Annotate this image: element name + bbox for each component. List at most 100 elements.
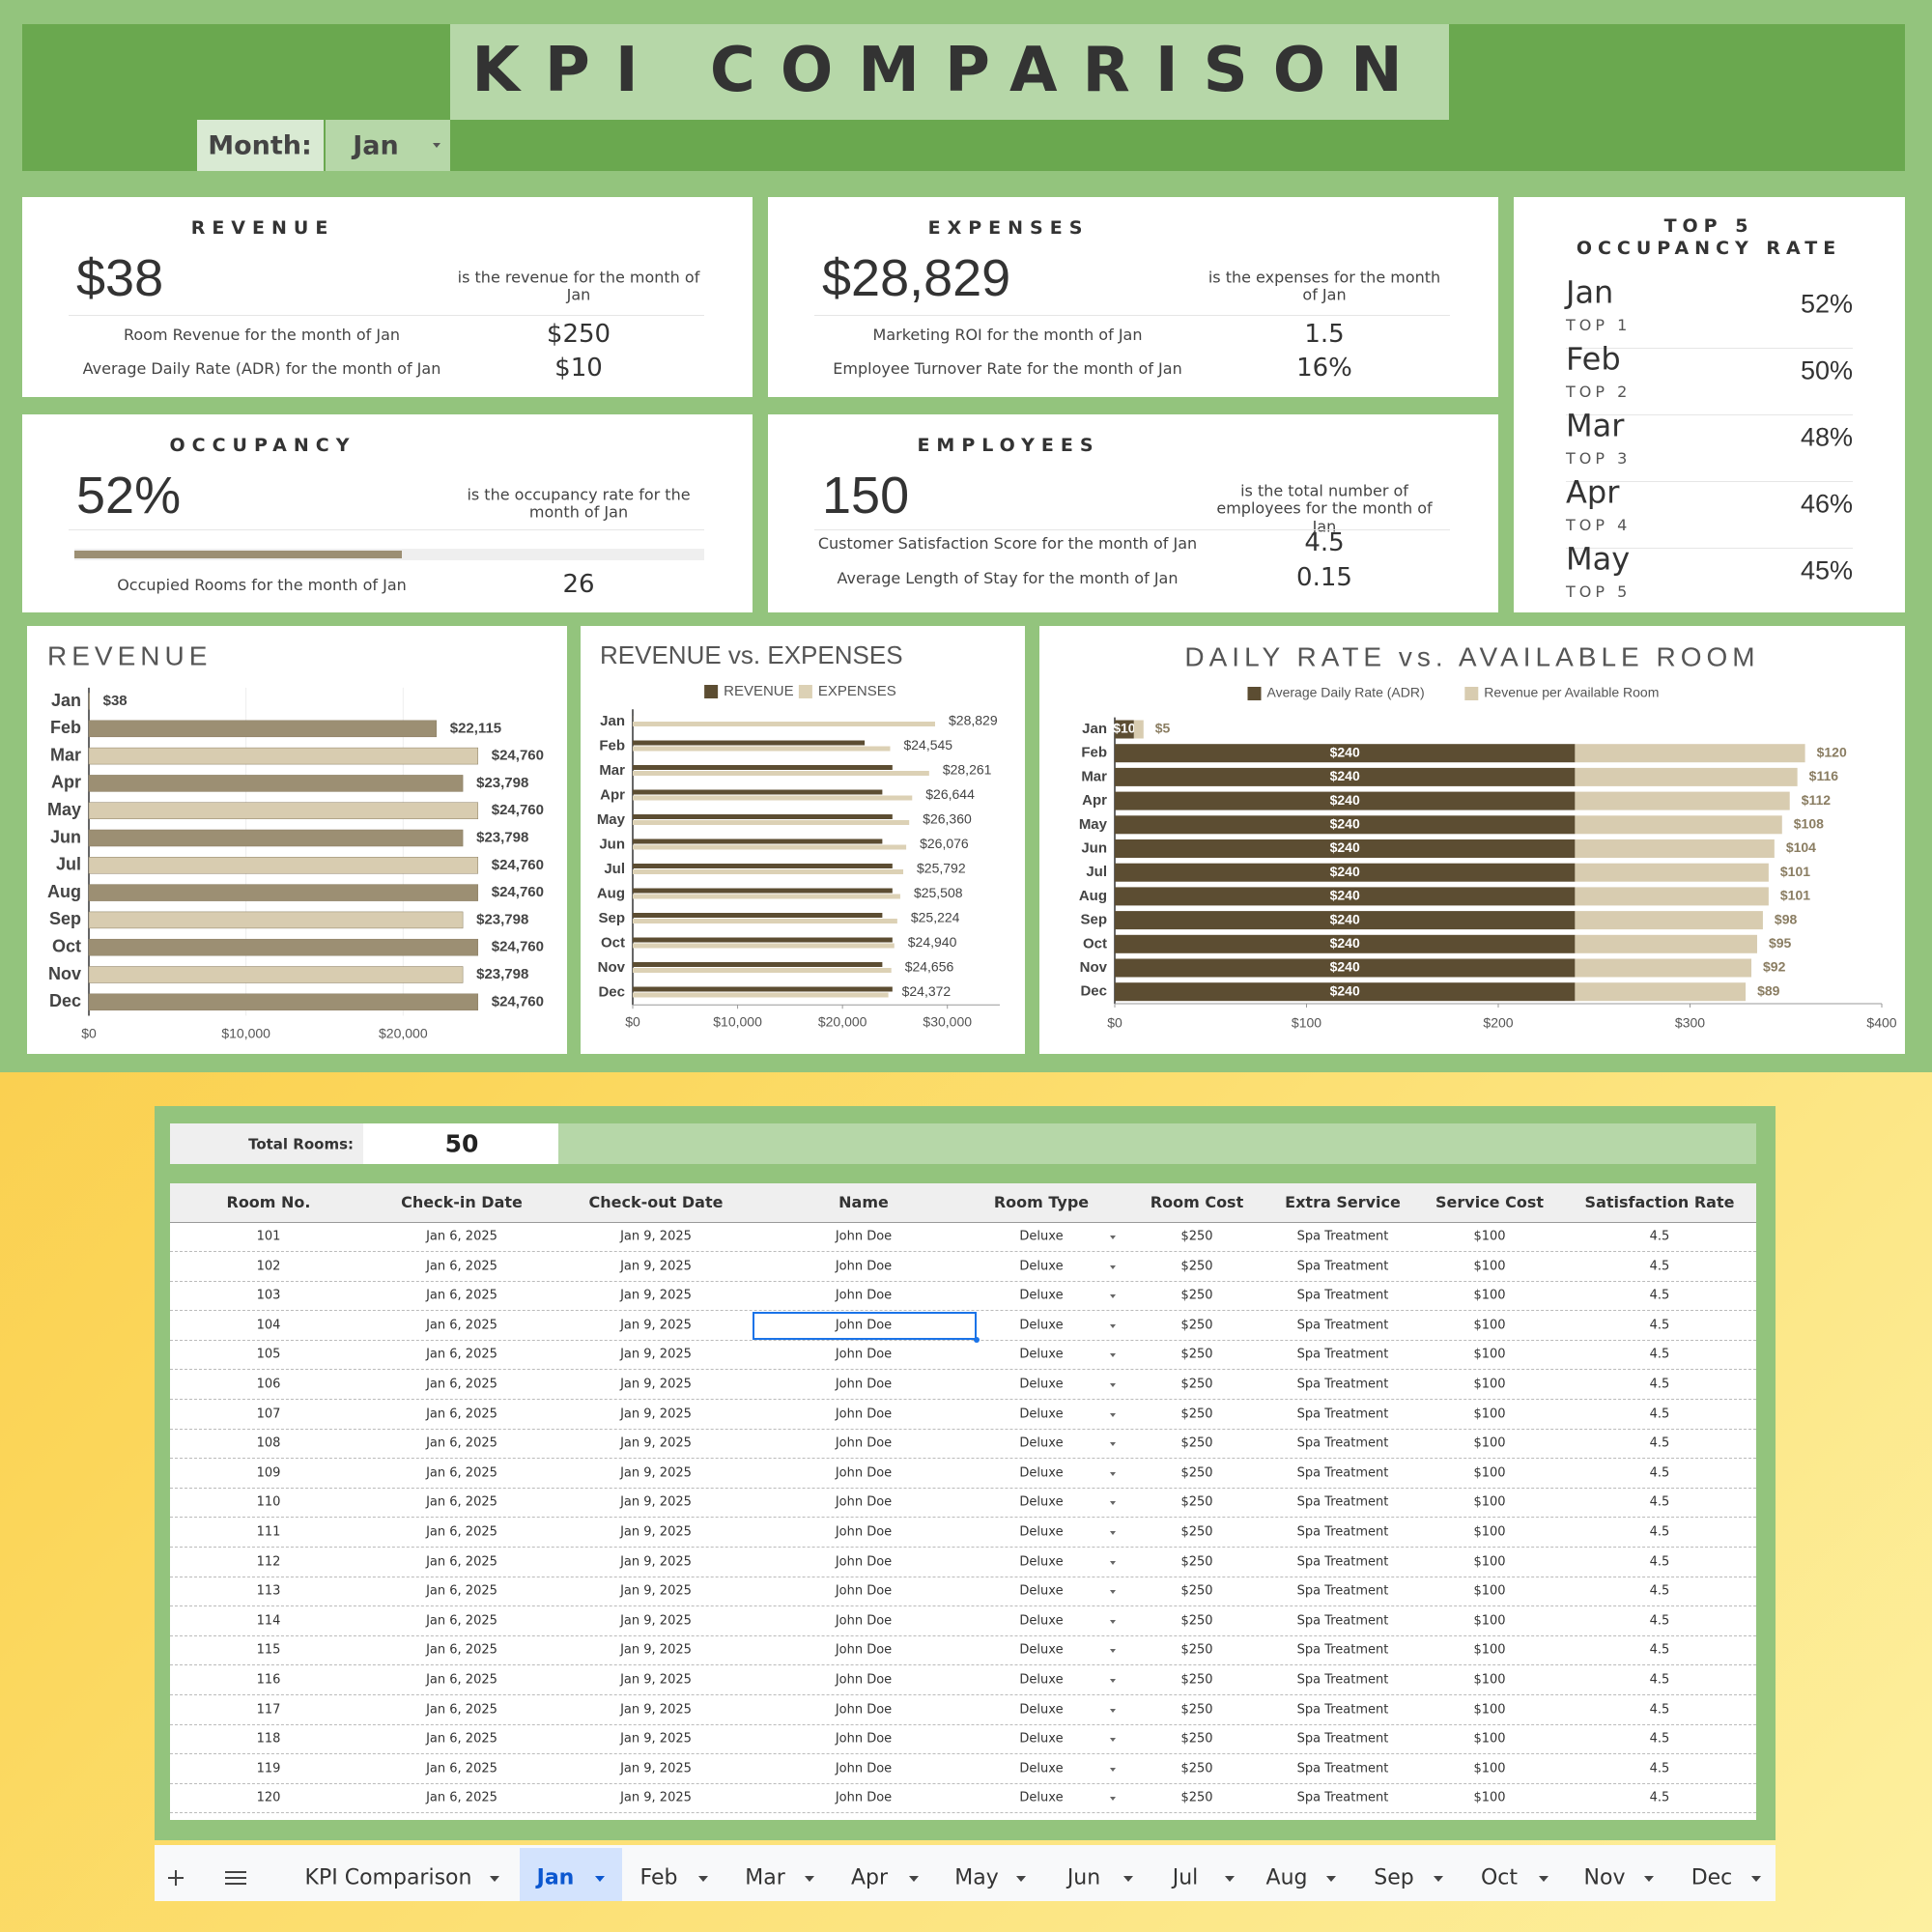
- table-cell[interactable]: Deluxe: [1019, 1406, 1064, 1422]
- table-cell[interactable]: Deluxe: [1019, 1731, 1064, 1747]
- sheet-tab[interactable]: Oct: [1480, 1865, 1519, 1890]
- y-tick-label: Nov: [48, 964, 81, 983]
- table-cell: Spa Treatment: [1296, 1642, 1389, 1658]
- tab-menu-arrow[interactable]: [1434, 1876, 1443, 1882]
- active-tab: [520, 1848, 622, 1901]
- y-tick-label: Sep: [1080, 912, 1107, 928]
- bar-segment: [1115, 815, 1576, 835]
- sheet-tab[interactable]: Nov: [1583, 1865, 1626, 1890]
- row-label: Average Daily Rate (ADR) for the month o…: [82, 358, 441, 378]
- table-cell[interactable]: Deluxe: [1019, 1465, 1064, 1481]
- add-sheet-button[interactable]: [168, 1870, 184, 1886]
- table-cell: Jan 9, 2025: [620, 1435, 692, 1451]
- legend-swatch: [1247, 687, 1262, 700]
- bar-segment: [1575, 744, 1805, 763]
- table-cell: $250: [1180, 1731, 1213, 1747]
- bar: [88, 829, 464, 847]
- table-cell[interactable]: Deluxe: [1019, 1702, 1064, 1718]
- table-cell[interactable]: Deluxe: [1019, 1583, 1064, 1599]
- row-separator: [170, 1812, 1756, 1814]
- tab-menu-arrow[interactable]: [805, 1876, 814, 1882]
- table-cell[interactable]: Deluxe: [1019, 1613, 1064, 1629]
- chart: DAILY RATE vs. AVAILABLE ROOM $0 $100 $200 $…: [1039, 626, 1905, 1054]
- value-label: $24,372: [902, 983, 952, 999]
- table-cell: $100: [1473, 1642, 1506, 1658]
- legend-label: REVENUE: [724, 683, 794, 699]
- y-tick-label: Oct: [1083, 935, 1107, 952]
- month-select[interactable]: [326, 120, 450, 171]
- table-cell[interactable]: Deluxe: [1019, 1494, 1064, 1510]
- sheet-tab[interactable]: May: [954, 1865, 999, 1890]
- y-tick-label: Aug: [47, 882, 81, 901]
- table-cell[interactable]: Deluxe: [1019, 1229, 1064, 1244]
- table-cell: Jan 9, 2025: [620, 1583, 692, 1599]
- total-rooms-label-cell: [170, 1123, 363, 1164]
- table-cell: 104: [256, 1318, 281, 1333]
- table-cell[interactable]: Deluxe: [1019, 1761, 1064, 1776]
- sheet-tab[interactable]: Jul: [1172, 1865, 1199, 1890]
- sheet-tab[interactable]: Jun: [1066, 1865, 1101, 1890]
- table-cell[interactable]: Deluxe: [1019, 1377, 1064, 1392]
- tab-menu-arrow[interactable]: [1644, 1876, 1654, 1882]
- sheet-tab[interactable]: Mar: [745, 1865, 785, 1890]
- table-cell[interactable]: Deluxe: [1019, 1790, 1064, 1805]
- sheet-tab[interactable]: Aug: [1265, 1865, 1308, 1890]
- tab-menu-arrow[interactable]: [595, 1876, 605, 1882]
- bar: [633, 820, 910, 825]
- y-tick-label: Dec: [1080, 983, 1107, 1000]
- row-separator: [170, 1458, 1756, 1460]
- table-cell: $100: [1473, 1406, 1506, 1422]
- value-label: $24,760: [492, 748, 544, 764]
- tab-menu-arrow[interactable]: [1539, 1876, 1548, 1882]
- y-tick-label: Jul: [1086, 864, 1107, 880]
- tab-menu-arrow[interactable]: [1225, 1876, 1235, 1882]
- bar-segment: [1575, 911, 1763, 930]
- dropdown-arrow: [433, 143, 440, 148]
- sheet-tab[interactable]: Jan: [536, 1865, 575, 1890]
- table-cell[interactable]: Deluxe: [1019, 1318, 1064, 1333]
- sheet-tab[interactable]: Feb: [639, 1865, 678, 1890]
- dashboard-title: KPI COMPARISON: [471, 35, 1428, 107]
- sheet-tab[interactable]: KPI Comparison: [304, 1865, 472, 1890]
- y-tick-label: Dec: [49, 991, 81, 1010]
- table-cell: 4.5: [1649, 1790, 1670, 1805]
- table-cell[interactable]: Deluxe: [1019, 1288, 1064, 1303]
- kpi-card: OCCUPANCY 52% is the occupancy rate for th…: [22, 414, 753, 612]
- table-cell: $250: [1180, 1229, 1213, 1244]
- divider: [814, 529, 1450, 530]
- table-cell: $100: [1473, 1347, 1506, 1362]
- table-cell[interactable]: Deluxe: [1019, 1524, 1064, 1540]
- table-cell[interactable]: Deluxe: [1019, 1642, 1064, 1658]
- bar-segment: [1115, 911, 1576, 930]
- progress-track: [74, 549, 704, 560]
- sheet-tab[interactable]: Apr: [850, 1865, 889, 1890]
- bar: [633, 986, 893, 992]
- tab-menu-arrow[interactable]: [1326, 1876, 1336, 1882]
- chart: REVENUE vs. EXPENSES $0 $10,000 $20,000 $30,…: [581, 626, 1025, 1054]
- tab-menu-arrow[interactable]: [1123, 1876, 1133, 1882]
- tab-menu-arrow[interactable]: [1751, 1876, 1761, 1882]
- tab-menu-arrow[interactable]: [1016, 1876, 1026, 1882]
- table-cell: Jan 9, 2025: [620, 1790, 692, 1805]
- table-cell: 4.5: [1649, 1761, 1670, 1776]
- tab-menu-arrow[interactable]: [909, 1876, 919, 1882]
- table-cell: 111: [256, 1524, 281, 1540]
- sheet-tab[interactable]: Dec: [1690, 1865, 1733, 1890]
- bar: [633, 771, 929, 776]
- x-tick-label: $0: [1107, 1015, 1122, 1031]
- sheet-tab[interactable]: Sep: [1374, 1865, 1414, 1890]
- table-cell: John Doe: [835, 1259, 893, 1274]
- table-cell[interactable]: Deluxe: [1019, 1672, 1064, 1688]
- table-cell[interactable]: Deluxe: [1019, 1435, 1064, 1451]
- table-cell[interactable]: Deluxe: [1019, 1259, 1064, 1274]
- month-value[interactable]: Jan: [353, 130, 399, 161]
- table-cell[interactable]: Deluxe: [1019, 1347, 1064, 1362]
- tab-menu-arrow[interactable]: [698, 1876, 708, 1882]
- column-header: Check-in Date: [401, 1192, 523, 1211]
- divider: [1566, 481, 1853, 482]
- all-sheets-button[interactable]: [225, 1871, 246, 1885]
- top-month: Apr: [1566, 473, 1620, 511]
- table-cell[interactable]: Deluxe: [1019, 1554, 1064, 1570]
- legend-label: Revenue per Available Room: [1484, 685, 1659, 700]
- tab-menu-arrow[interactable]: [490, 1876, 499, 1882]
